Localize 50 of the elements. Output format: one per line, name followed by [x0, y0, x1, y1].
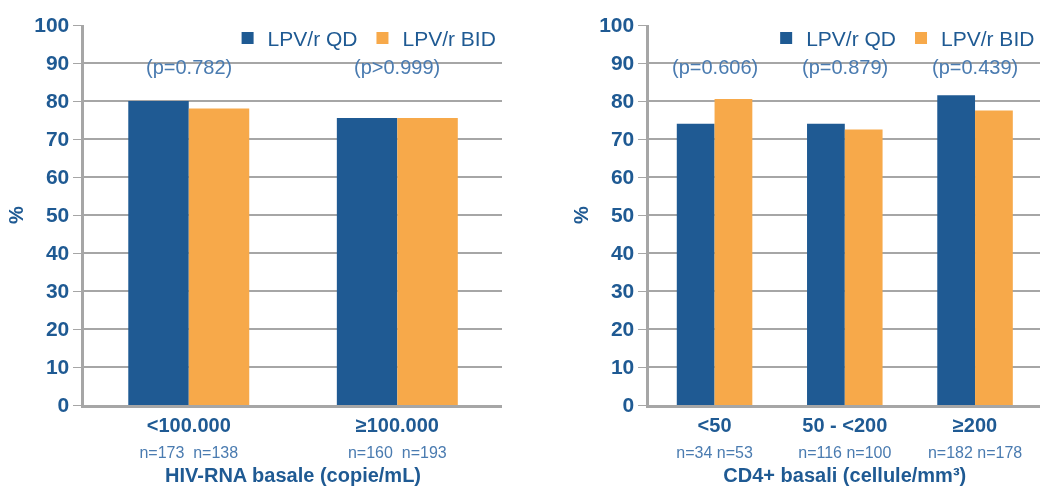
y-axis-title: %: [569, 205, 592, 224]
bar: [188, 108, 250, 405]
y-tick-label: 70: [610, 127, 635, 151]
y-tick-label: 50: [45, 203, 70, 227]
y-tick-label: 10: [610, 355, 635, 379]
y-tick-label: 80: [610, 89, 635, 113]
bar: [128, 101, 189, 405]
y-tick-label: 90: [610, 51, 635, 75]
y-tick-label: 100: [34, 13, 70, 37]
legend-label: LPV/r BID: [941, 27, 1035, 51]
bar: [807, 123, 845, 405]
y-tick-label: 100: [599, 13, 635, 37]
y-tick-label: 0: [622, 393, 635, 417]
y-tick-label: 60: [610, 165, 635, 189]
y-tick-label: 0: [57, 393, 70, 417]
bar: [714, 99, 753, 405]
annotation: (p=0.439): [932, 56, 1019, 78]
x-axis-title: HIV-RNA basale (copie/mL): [165, 463, 422, 486]
x-tick-label: ≥100.000 n=160 n=193: [347, 414, 447, 461]
x-tick-label: <100.000 n=173 n=138: [139, 414, 239, 461]
y-tick-label: 10: [45, 355, 70, 379]
legend-label: LPV/r QD: [267, 27, 358, 51]
y-tick-label: 30: [45, 279, 70, 303]
x-tick-label: 50 - <200 n=116 n=100: [798, 414, 892, 461]
x-tick-label: ≥200 n=182 n=178: [927, 414, 1023, 461]
y-tick-label: 30: [610, 279, 635, 303]
annotation: (p=0.879): [802, 56, 889, 78]
bar: [336, 118, 398, 405]
bar: [937, 95, 976, 405]
annotation: (p>0.999): [354, 56, 441, 78]
bar: [844, 129, 883, 405]
y-tick-label: 40: [610, 241, 635, 265]
y-tick-label: 20: [610, 317, 635, 341]
y-tick-label: 40: [45, 241, 70, 265]
y-tick-label: 90: [45, 51, 70, 75]
bar: [397, 118, 458, 405]
legend-label: LPV/r BID: [402, 27, 496, 51]
bar: [975, 110, 1013, 405]
y-tick-label: 80: [45, 89, 70, 113]
y-tick-label: 70: [45, 127, 70, 151]
legend-label: LPV/r QD: [806, 27, 897, 51]
y-tick-label: 60: [45, 165, 70, 189]
annotation: (p=0.782): [146, 56, 233, 78]
bar: [676, 123, 715, 405]
y-tick-label: 20: [45, 317, 70, 341]
y-tick-label: 50: [610, 203, 635, 227]
annotation: (p=0.606): [672, 56, 759, 78]
x-tick-label: <50 n=34 n=53: [676, 414, 753, 461]
x-axis-title: CD4+ basali (cellule/mm³): [723, 463, 967, 486]
y-axis-title: %: [4, 205, 27, 224]
